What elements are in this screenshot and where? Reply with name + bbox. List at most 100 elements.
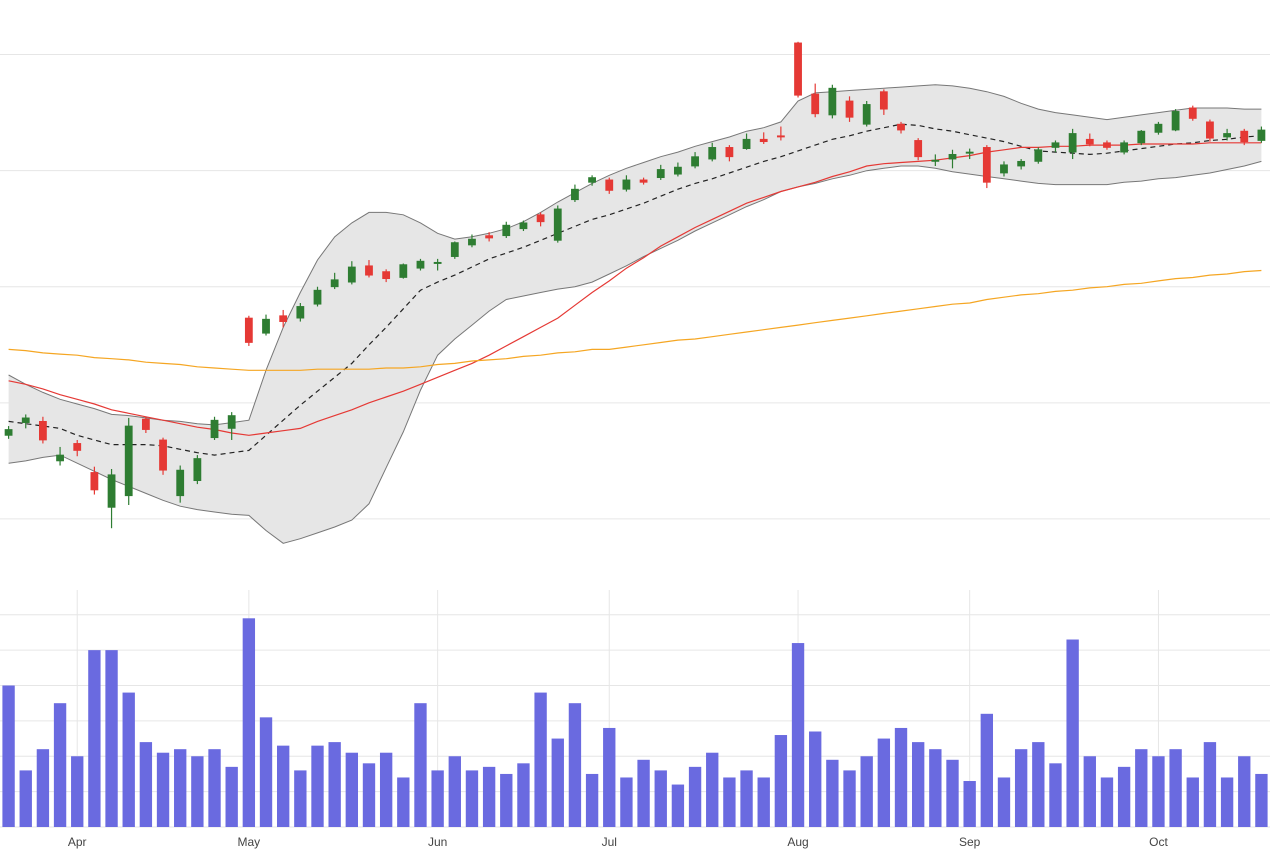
candle-body	[931, 159, 940, 162]
x-tick-label: Apr	[68, 835, 87, 849]
volume-bar	[551, 738, 564, 827]
volume-bar	[174, 749, 187, 827]
volume-bar	[706, 752, 719, 827]
candle-body	[39, 421, 47, 441]
volume-bar	[139, 742, 153, 827]
candle-body	[279, 315, 288, 322]
volume-bar	[911, 742, 925, 827]
candle-body	[1034, 149, 1043, 162]
volume-bar	[242, 618, 256, 827]
x-tick-label: Aug	[787, 835, 808, 849]
candle-body	[502, 224, 511, 237]
volume-bar	[654, 770, 667, 827]
candle-body	[674, 166, 682, 175]
volume-bar	[894, 727, 908, 827]
candle-body	[450, 242, 459, 257]
volume-bar	[311, 745, 324, 827]
candle-body	[588, 177, 596, 183]
volume-bar	[122, 692, 135, 827]
x-tick-label: Oct	[1149, 835, 1168, 849]
candle-body	[725, 147, 734, 158]
volume-bar	[465, 770, 479, 827]
candle-body	[553, 208, 562, 241]
volume-bar	[603, 727, 616, 827]
candle-body	[382, 271, 391, 280]
candle-body	[4, 429, 13, 436]
band-lower	[8, 160, 1262, 544]
candle-body	[1137, 130, 1146, 144]
candle-body	[159, 439, 167, 471]
candle-body	[708, 147, 717, 160]
candle-body	[571, 188, 579, 201]
candle-body	[776, 135, 785, 138]
candle-body	[742, 138, 751, 149]
volume-bar	[276, 745, 290, 827]
candle-body	[982, 147, 991, 183]
candle-body	[1171, 111, 1180, 131]
candle-body	[124, 425, 133, 497]
volume-bar	[740, 770, 753, 827]
volume-bar	[671, 784, 685, 827]
candle-body	[1017, 160, 1026, 167]
candle-body	[1154, 123, 1163, 133]
candle-body	[1223, 133, 1231, 138]
candle-body	[811, 93, 820, 115]
volume-bar	[19, 770, 32, 827]
volume-bar	[191, 756, 204, 827]
candle-body	[416, 260, 425, 269]
candle-body	[845, 100, 854, 118]
candle-body	[365, 265, 373, 276]
volume-bar	[1032, 742, 1045, 827]
candle-body	[536, 214, 545, 223]
candle-body	[605, 179, 614, 191]
volume-bar	[156, 752, 170, 827]
candle-body	[262, 318, 270, 334]
candle-body	[176, 469, 185, 497]
candle-body	[1103, 142, 1111, 148]
volume-bar	[637, 759, 650, 827]
x-tick-label: Sep	[959, 835, 981, 849]
candle-body	[1188, 107, 1197, 119]
candle-body	[227, 415, 236, 429]
candle-body	[948, 153, 957, 160]
candle-body	[107, 474, 116, 508]
x-tick-label: Jun	[428, 835, 447, 849]
volume-bar	[688, 766, 702, 827]
volume-bar	[1169, 749, 1182, 827]
volume-bar	[585, 773, 599, 827]
candle-body	[468, 238, 476, 246]
candle-body	[296, 306, 305, 319]
candle-body	[90, 472, 99, 491]
candle-body	[210, 419, 219, 439]
volume-bar	[534, 692, 547, 827]
volume-bar	[1135, 749, 1148, 827]
volume-bar	[517, 763, 530, 827]
volume-bar	[397, 777, 410, 827]
candle-body	[1068, 133, 1077, 153]
volume-bar	[1255, 773, 1268, 827]
line	[8, 269, 1262, 371]
volume-bar	[929, 749, 942, 827]
candle-body	[330, 279, 339, 288]
volume-bar	[1220, 777, 1234, 827]
candle-body	[656, 169, 665, 179]
volume-bar	[259, 717, 273, 827]
volume-bar	[946, 759, 959, 827]
candle-body	[828, 87, 837, 116]
candle-body	[485, 235, 494, 239]
volume-bar	[36, 749, 50, 827]
volume-bar	[568, 703, 582, 827]
candle-body	[399, 264, 408, 278]
candle-body	[193, 458, 202, 482]
band-fill	[8, 84, 1262, 544]
volume-bar	[843, 770, 856, 827]
volume-bar	[1049, 763, 1062, 827]
volume-bar	[431, 770, 444, 827]
volume-bar	[980, 713, 994, 827]
candle-body	[1120, 142, 1129, 153]
candle-body	[21, 417, 30, 423]
volume-bar	[1083, 756, 1096, 827]
candle-body	[622, 179, 631, 190]
candle-body	[1206, 121, 1214, 139]
